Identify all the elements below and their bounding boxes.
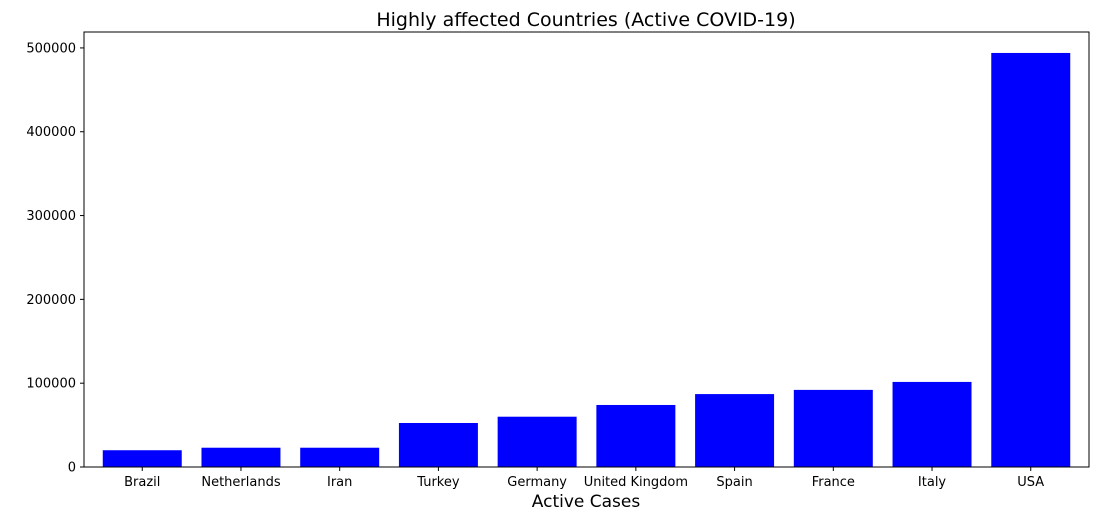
x-tick-label: Brazil (124, 475, 160, 490)
x-tick-label: Italy (918, 475, 947, 490)
chart-title: Highly affected Countries (Active COVID-… (376, 9, 795, 31)
y-tick-label: 500000 (26, 41, 76, 56)
bar-italy (892, 381, 972, 467)
y-axis: 0 100000 200000 300000 400000 500000 (26, 41, 84, 476)
bar-france (793, 389, 873, 467)
bar-usa (991, 52, 1071, 467)
x-tick-label: Netherlands (201, 475, 280, 490)
bar-spain (695, 394, 775, 467)
x-tick-label: United Kingdom (584, 475, 688, 490)
bar-germany (497, 416, 577, 467)
bars-group (102, 52, 1071, 467)
bar-brazil (102, 450, 182, 467)
x-tick-label: USA (1017, 475, 1044, 490)
x-tick-label: Spain (716, 475, 752, 490)
y-tick-label: 0 (68, 461, 76, 476)
y-tick-label: 400000 (26, 125, 76, 140)
y-tick-label: 200000 (26, 293, 76, 308)
bar-turkey (398, 422, 478, 467)
bar-united-kingdom (596, 404, 676, 467)
bar-netherlands (201, 447, 281, 467)
x-tick-label: Iran (327, 475, 352, 490)
x-axis-label: Active Cases (532, 492, 641, 512)
bar-iran (300, 447, 380, 467)
x-tick-label: France (812, 475, 855, 490)
y-tick-label: 300000 (26, 209, 76, 224)
x-tick-label: Turkey (416, 475, 460, 490)
x-axis: Brazil Netherlands Iran Turkey Germany United… (124, 467, 1044, 490)
plot-frame (83, 31, 1090, 468)
x-tick-label: Germany (507, 475, 567, 490)
y-tick-label: 100000 (26, 377, 76, 392)
